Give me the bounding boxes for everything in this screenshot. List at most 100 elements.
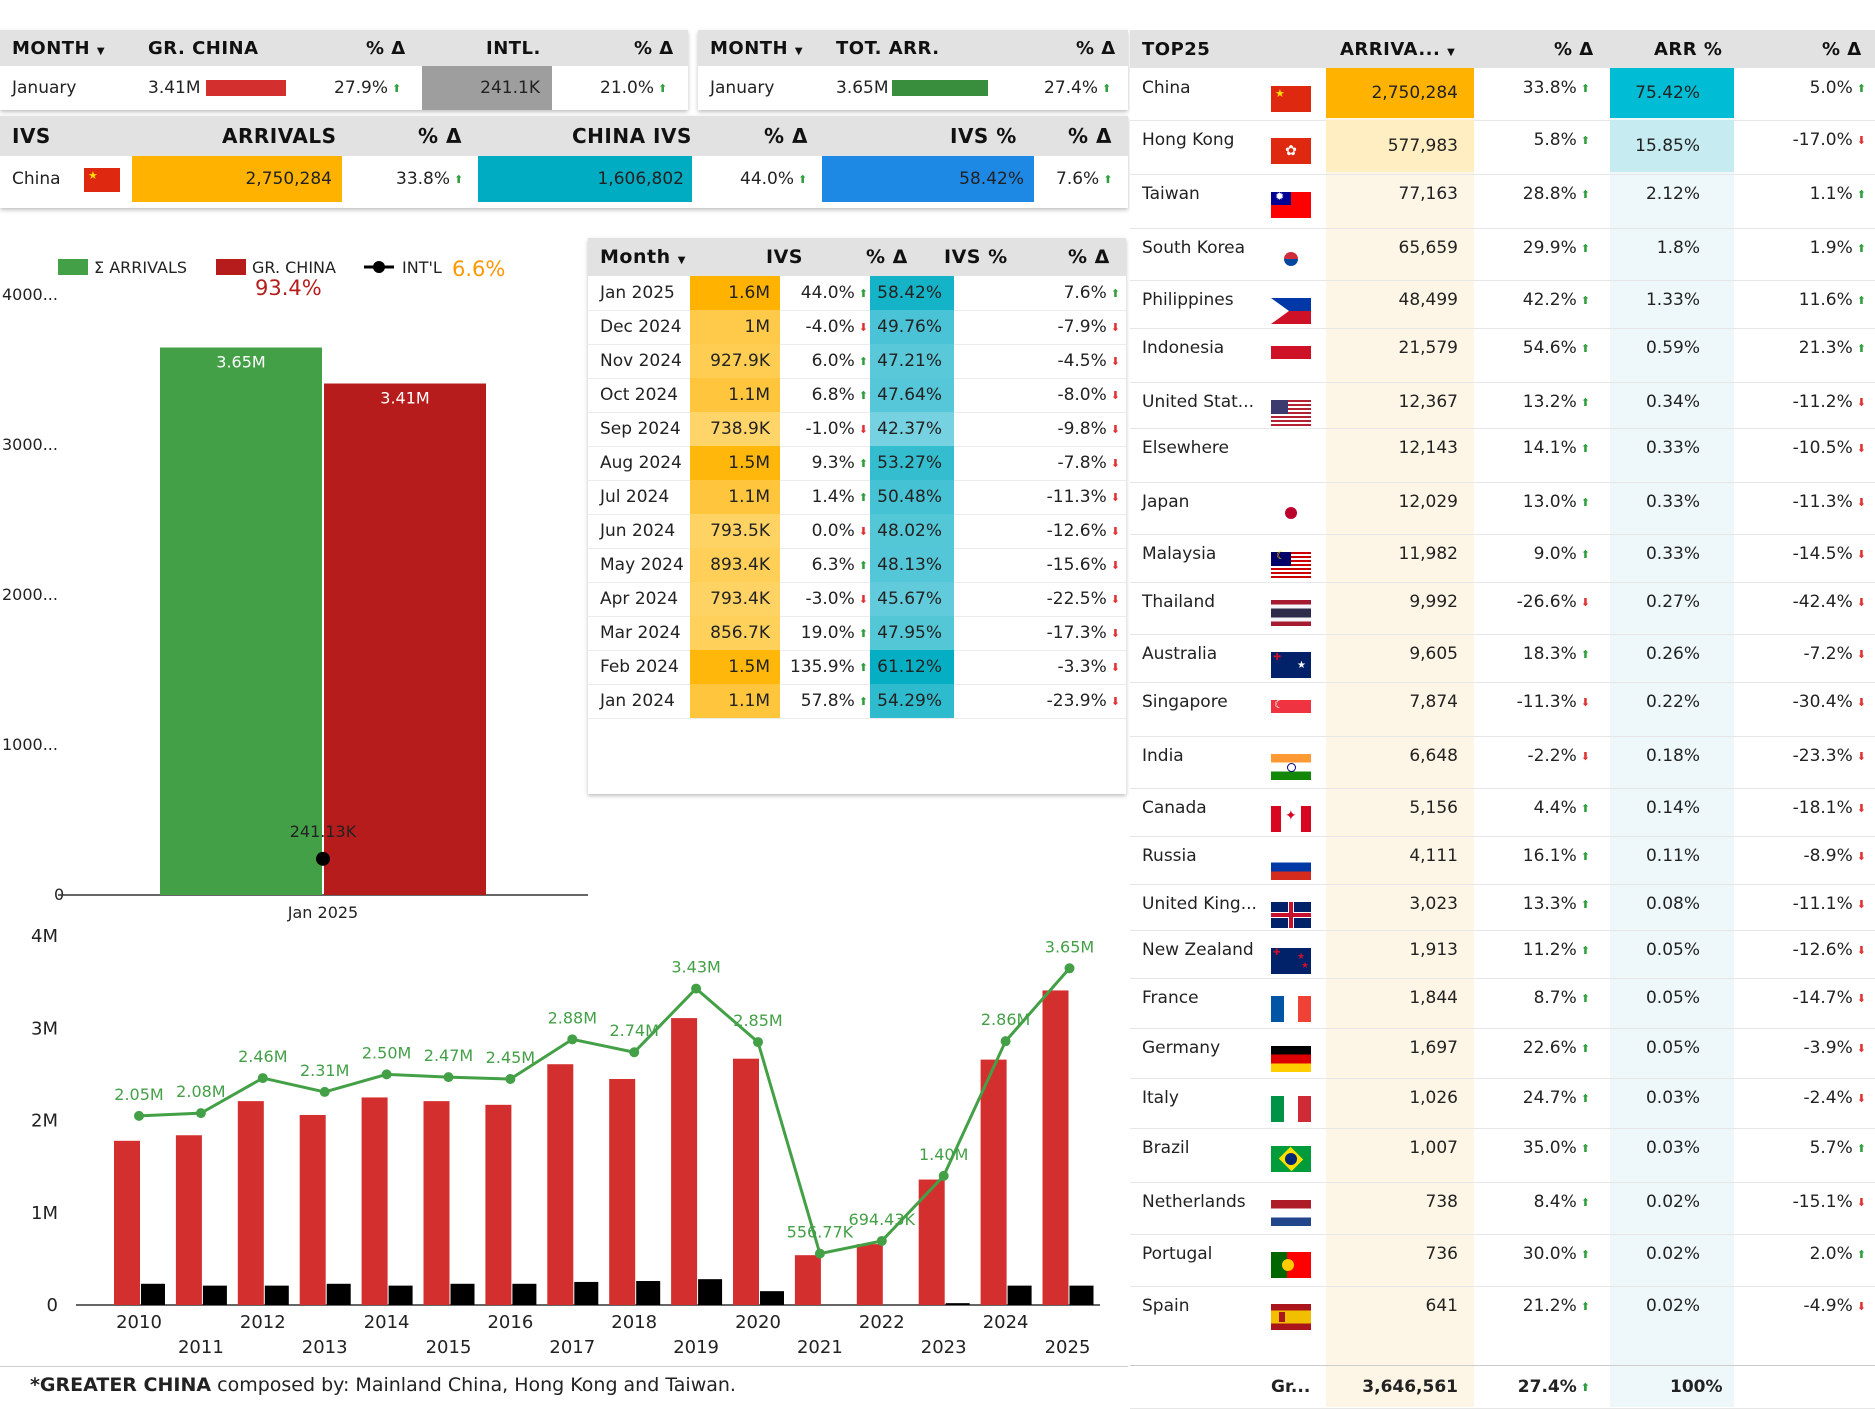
row-ivs: 856.7K [690,616,780,650]
bar-intl[interactable] [512,1283,537,1305]
header-arrivals-sort[interactable]: ARRIVA... ▼ [1340,38,1456,60]
bar-intl[interactable] [202,1285,227,1305]
point-sigma-arrivals[interactable] [567,1034,578,1045]
point-sigma-arrivals[interactable] [876,1235,887,1246]
bar-intl[interactable] [264,1285,289,1305]
delta-value: -26.6% [1516,592,1577,612]
monthly-row: Mar 2024 856.7K 19.0% ⬆ 47.95% -17.3% ⬇ [588,616,1126,651]
header-pct-delta[interactable]: % Δ [1076,37,1116,59]
bar-greater-china[interactable] [609,1078,636,1305]
header-month-sort[interactable]: Month ▼ [600,246,686,268]
header-ivs[interactable]: IVS [12,124,51,148]
point-sigma-arrivals[interactable] [814,1248,825,1259]
country-arrivals: 9,992 [1409,592,1458,612]
header-pct-delta[interactable]: % Δ [1068,124,1112,148]
bar-greater-china[interactable] [237,1101,264,1305]
bar-greater-china[interactable] [918,1179,945,1305]
header-pct-delta[interactable]: % Δ [866,246,908,268]
arrow-down-icon: ⬇ [1856,849,1866,863]
us-flag-icon [1271,400,1311,426]
bar-greater-china[interactable] [423,1101,450,1305]
country-arr-pct-delta: -17.0% ⬇ [1734,120,1866,160]
point-sigma-arrivals[interactable] [691,983,702,994]
point-sigma-arrivals[interactable] [443,1072,454,1083]
bar-intl[interactable] [945,1303,970,1305]
bar-intl[interactable] [574,1281,599,1305]
header-pct-delta[interactable]: % Δ [1068,246,1110,268]
header-gr-china[interactable]: GR. CHINA [148,37,259,59]
bar-greater-china[interactable] [324,383,486,896]
country-name: United Stat... [1142,392,1255,412]
row-ivs: 893.4K [690,548,780,582]
bar-intl[interactable] [636,1281,661,1305]
bar-greater-china[interactable] [733,1058,759,1305]
country-arr-pct-delta: 11.6% ⬆ [1734,280,1866,320]
point-sigma-arrivals[interactable] [1064,963,1075,974]
delta-value: 57.8% [800,691,855,711]
point-sigma-arrivals[interactable] [753,1037,763,1048]
arrow-down-icon: ⬇ [1110,490,1120,504]
header-tot-arr[interactable]: TOT. ARR. [836,37,940,59]
header-top25[interactable]: TOP25 [1142,38,1211,60]
country-arr-pct: 75.42% [1610,68,1734,118]
point-sigma-arrivals[interactable] [134,1110,144,1121]
bar-intl[interactable] [760,1291,784,1305]
bar-intl[interactable] [326,1283,351,1305]
header-pct-delta[interactable]: % Δ [418,124,462,148]
bar-greater-china[interactable] [980,1059,1007,1305]
point-intl[interactable] [316,851,330,866]
bar-greater-china[interactable] [794,1255,821,1305]
bar-intl[interactable] [698,1279,723,1305]
footer-note-bold: *GREATER CHINA [30,1374,212,1396]
country-name: Italy [1142,1088,1179,1108]
header-pct-delta[interactable]: % Δ [1554,38,1594,60]
header-pct-delta[interactable]: % Δ [764,124,808,148]
point-sigma-arrivals[interactable] [195,1108,206,1119]
header-month[interactable]: MONTH ▼ [710,37,804,59]
bar-greater-china[interactable] [547,1064,574,1305]
arrow-down-icon: ⬇ [1110,422,1120,436]
header-pct-delta[interactable]: % Δ [1822,38,1862,60]
header-arr-pct[interactable]: ARR % [1654,38,1723,60]
footer-note-text: composed by: Mainland China, Hong Kong a… [211,1374,736,1396]
pt-flag-icon [1271,1252,1311,1278]
bar-intl[interactable] [1069,1285,1094,1305]
legend: Σ ARRIVALS GR. CHINA 93.4% INT'L 6.6% [58,257,505,300]
point-sigma-arrivals[interactable] [319,1086,330,1097]
bar-intl[interactable] [388,1285,413,1305]
bar-sigma-arrivals[interactable] [160,347,322,896]
country-arr-pct: 0.22% [1645,692,1700,712]
header-ivs-pct[interactable]: IVS % [950,124,1017,148]
header-ivs-pct[interactable]: IVS % [944,246,1008,268]
bar-greater-china[interactable] [485,1104,512,1305]
bar-intl[interactable] [1007,1285,1032,1305]
header-month[interactable]: MONTH ▼ [12,37,106,59]
delta-value: 4.4% [1533,798,1577,818]
bar-intl[interactable] [141,1283,165,1305]
header-pct-delta[interactable]: % Δ [634,37,674,59]
point-sigma-arrivals[interactable] [257,1073,268,1084]
bar-greater-china[interactable] [175,1135,202,1305]
point-sigma-arrivals[interactable] [381,1069,392,1080]
header-china-ivs[interactable]: CHINA IVS [572,124,692,148]
bar-intl[interactable] [450,1283,475,1305]
header-pct-delta[interactable]: % Δ [366,37,406,59]
point-sigma-arrivals[interactable] [938,1170,949,1181]
bar-greater-china[interactable] [299,1114,326,1305]
header-arrivals[interactable]: ARRIVALS [222,124,337,148]
bar-greater-china[interactable] [671,1018,698,1305]
bar-greater-china[interactable] [1042,990,1069,1305]
ru-flag-icon [1271,854,1311,880]
header-ivs[interactable]: IVS [766,246,803,268]
bar-greater-china[interactable] [114,1140,140,1305]
row-ivs: 1.5M [690,650,780,684]
bar-greater-china[interactable] [361,1097,388,1305]
country-row: Russia 4,111 16.1% ⬆ 0.11% -8.9% ⬇ [1130,836,1875,885]
bar-greater-china[interactable] [856,1244,883,1305]
header-intl[interactable]: INTL. [486,37,541,59]
point-sigma-arrivals[interactable] [1000,1036,1011,1047]
x-tick-label: 2016 [487,1312,533,1333]
kpi-total-arrivals-card: MONTH ▼ TOT. ARR. % Δ January 3.65M 27.4… [698,30,1128,110]
point-sigma-arrivals[interactable] [629,1047,640,1058]
point-sigma-arrivals[interactable] [505,1073,516,1084]
